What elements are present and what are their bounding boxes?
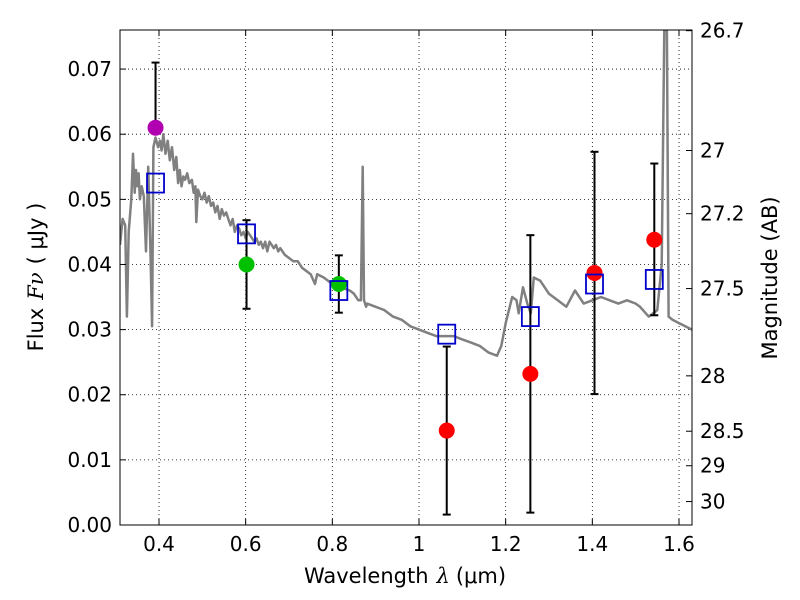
x-tick-label: 1.6 bbox=[663, 532, 695, 556]
right-tick-label: 29 bbox=[700, 454, 725, 478]
tick-layer: 0.4 0.6 0.8 1 1.2 1.4 1.6 0.00 0.01 0.02 0.03 0.04 0… bbox=[67, 19, 744, 556]
model-point bbox=[329, 280, 349, 301]
right-tick-label: 30 bbox=[700, 490, 725, 514]
right-tick-label: 27.2 bbox=[700, 202, 745, 226]
right-tick-label: 26.7 bbox=[700, 19, 745, 43]
model-point bbox=[146, 172, 165, 194]
model-point bbox=[585, 273, 604, 295]
right-tick-label: 27.5 bbox=[700, 277, 745, 301]
y-tick-label: 0.07 bbox=[67, 57, 112, 81]
right-axis-label: Magnitude (AB) bbox=[758, 196, 782, 359]
x-tick-label: 0.4 bbox=[143, 532, 175, 556]
right-tick-label: 27 bbox=[700, 138, 725, 162]
measurement-point bbox=[522, 365, 539, 382]
x-axis-label: Wavelength λ (μm) bbox=[304, 564, 506, 588]
right-tick-label: 28.5 bbox=[700, 419, 745, 443]
model-point-layer bbox=[146, 172, 664, 345]
y-tick-label: 0.04 bbox=[67, 252, 112, 276]
y-tick-label: 0.05 bbox=[67, 187, 112, 211]
measurement-point bbox=[438, 422, 455, 439]
y-tick-label: 0.02 bbox=[67, 383, 112, 407]
y-tick-label: 0.01 bbox=[67, 448, 112, 472]
y-tick-label: 0.03 bbox=[67, 318, 112, 342]
template-spectrum-layer bbox=[120, 30, 692, 357]
template-spectrum-line bbox=[120, 30, 692, 357]
measurement-point bbox=[330, 276, 347, 293]
y-axis-unit: ( μJy ) bbox=[24, 203, 48, 265]
measurement-point bbox=[238, 256, 255, 273]
y-axis-label: FluxFν( μJy ) bbox=[24, 203, 48, 352]
x-tick-label: 1.4 bbox=[576, 532, 608, 556]
y-tick-label: 0.00 bbox=[67, 513, 112, 537]
y-axis-symbol: Fν bbox=[24, 272, 48, 301]
measurement-point bbox=[586, 264, 603, 281]
y-tick-label: 0.06 bbox=[67, 122, 112, 146]
model-point bbox=[237, 223, 256, 245]
x-axis-unit: (μm) bbox=[456, 564, 506, 588]
errorbar-layer bbox=[151, 61, 659, 516]
x-tick-label: 1 bbox=[413, 532, 426, 556]
plot-frame bbox=[119, 29, 693, 526]
measurement-layer bbox=[147, 119, 663, 439]
model-point bbox=[520, 306, 540, 327]
model-point bbox=[644, 269, 664, 290]
measurement-point bbox=[646, 231, 663, 248]
x-tick-label: 0.6 bbox=[230, 532, 262, 556]
x-tick-label: 1.2 bbox=[490, 532, 522, 556]
x-axis-symbol: λ bbox=[436, 564, 450, 588]
x-tick-label: 0.8 bbox=[316, 532, 348, 556]
measurement-point bbox=[147, 119, 164, 136]
right-tick-label: 28 bbox=[700, 364, 725, 388]
grid bbox=[120, 30, 692, 526]
model-point bbox=[437, 323, 457, 345]
